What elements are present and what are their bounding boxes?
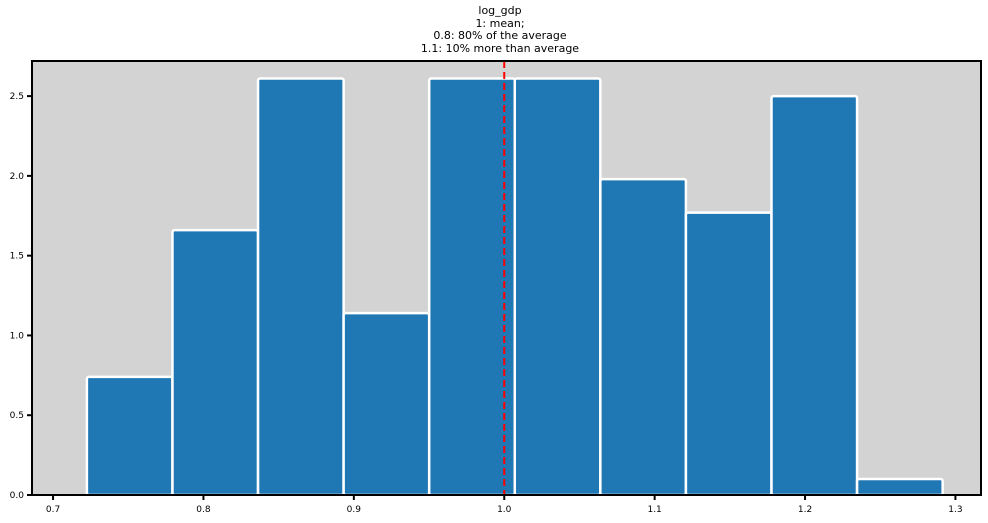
y-tick-label: 2.5 (10, 92, 24, 102)
histogram-bar (256, 77, 345, 497)
histogram-bar (684, 211, 773, 497)
chart-title-line-2: 1: mean; (475, 16, 525, 30)
x-tick-label: 1.2 (798, 505, 812, 515)
histogram-bar (770, 94, 859, 497)
plot-frame (31, 60, 982, 496)
y-axis: 0.0 0.5 1.0 1.5 2.0 2.5 (10, 92, 32, 501)
histogram-bar (85, 375, 174, 497)
x-tick-label: 0.9 (347, 505, 362, 515)
x-axis: 0.7 0.8 0.9 1.0 1.1 1.2 1.3 (46, 495, 963, 515)
y-tick-label: 0.0 (10, 491, 25, 501)
y-tick-label: 0.5 (10, 411, 24, 421)
x-tick-label: 0.8 (196, 505, 211, 515)
histogram-bar (171, 228, 260, 497)
chart-title-line-3: 0.8: 80% of the average (433, 29, 567, 43)
histogram-bar (855, 477, 944, 497)
histogram-bar (513, 77, 602, 497)
x-tick-label: 1.1 (647, 505, 661, 515)
y-tick-label: 1.0 (10, 331, 25, 341)
histogram-bar (599, 177, 688, 497)
x-tick-label: 1.0 (497, 505, 512, 515)
chart-title-line-4: 1.1: 10% more than average (420, 41, 580, 55)
y-tick-label: 1.5 (10, 252, 24, 262)
y-tick-label: 2.0 (10, 172, 25, 182)
x-tick-label: 0.7 (46, 505, 60, 515)
histogram-bar (427, 77, 517, 497)
x-tick-label: 1.3 (948, 505, 962, 515)
chart-title-line-1: log_gdp (478, 4, 522, 17)
chart-title: log_gdp 1: mean; 0.8: 80% of the average… (0, 4, 988, 55)
histogram-bar (342, 311, 431, 497)
bars-group (85, 77, 944, 497)
